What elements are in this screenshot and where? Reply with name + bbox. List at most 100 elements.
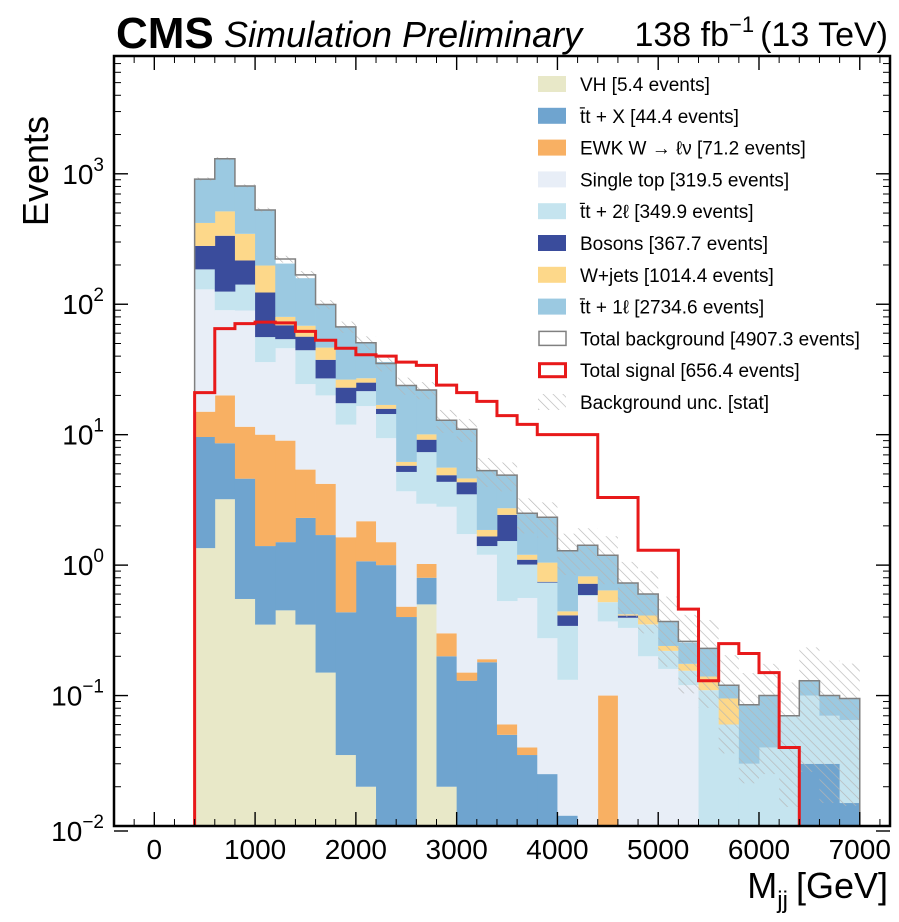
stack-bar-2-bin-7 [335, 537, 357, 613]
stack-bar-1-bin-17 [537, 774, 558, 826]
y-axis-label: Events [15, 116, 56, 226]
stack-bar-4-bin-3 [255, 337, 276, 363]
stack-bar-2-bin-5 [295, 469, 316, 518]
stack-bar-3-bin-10 [396, 491, 417, 607]
stack-bar-6-bin-8 [355, 378, 377, 383]
stack-bar-1-bin-2 [234, 478, 256, 599]
stack-bar-7-bin-7 [335, 326, 357, 380]
unc-band-bin-32 [839, 663, 860, 806]
stack-bar-0-bin-0 [194, 548, 216, 826]
stack-bar-4-bin-10 [396, 471, 417, 492]
stack-bar-1-bin-9 [376, 565, 397, 826]
stack-bar-6-bin-1 [214, 211, 236, 236]
unc-band-bin-13 [456, 418, 477, 442]
stack-bar-1-bin-6 [315, 535, 337, 673]
stack-bar-5-bin-10 [396, 465, 417, 472]
stack-bar-4-bin-17 [537, 582, 558, 639]
stack-bar-4-bin-11 [416, 452, 437, 504]
stack-bar-4-bin-0 [194, 269, 216, 290]
stack-bar-2-bin-8 [355, 521, 377, 562]
legend-label-6: W+jets [1014.4 events] [580, 266, 774, 287]
legend: VH [5.4 events] t̄t + X [44.4 events] EWK … [538, 75, 860, 414]
stack-bar-1-bin-5 [295, 517, 316, 625]
axis-ticks: 0 1000 2000 3000 4000 5000 6000 7000 10−2 10−1 100… [51, 56, 891, 865]
legend-label-10: Background unc. [stat] [580, 393, 769, 414]
stack-bar-5-bin-3 [255, 292, 276, 338]
stack-bar-6-bin-20 [597, 590, 619, 603]
stack-bar-5-bin-4 [275, 325, 296, 340]
stack-bar-3-bin-1 [214, 310, 236, 396]
legend-swatch-0 [538, 76, 566, 92]
unc-band-bin-18 [557, 533, 578, 576]
stack-bar-4-bin-25 [698, 690, 720, 826]
legend-swatch-7 [538, 298, 566, 315]
stack-bar-4-bin-20 [597, 602, 619, 622]
stack-bar-2-bin-1 [214, 395, 236, 444]
stack-bar-2-bin-16 [517, 747, 538, 756]
stack-bar-6-bin-16 [517, 554, 538, 560]
stack-bar-5-bin-1 [214, 235, 236, 292]
stack-bar-4-bin-15 [496, 541, 518, 602]
stack-bar-2-bin-6 [315, 483, 337, 536]
stack-bar-1-bin-11 [416, 577, 437, 605]
stack-bar-2-bin-0 [194, 411, 216, 437]
unc-band-bin-24 [678, 614, 699, 694]
stack-bar-3-bin-4 [275, 348, 296, 441]
stack-bar-3-bin-11 [416, 503, 437, 564]
cms-label: CMS [116, 9, 214, 58]
x-tick-label: 0 [147, 834, 163, 865]
x-tick-label: 1000 [224, 834, 286, 865]
stack-bar-4-bin-1 [214, 291, 236, 311]
stack-bar-3-bin-19 [577, 595, 599, 826]
stack-bar-1-bin-3 [255, 546, 276, 625]
unc-band-bin-29 [779, 682, 800, 807]
stack-bar-7-bin-11 [416, 389, 437, 435]
stack-bar-5-bin-13 [456, 482, 478, 495]
figure-header: CMS Simulation Preliminary 138 fb−1 (13 T… [116, 9, 888, 58]
unc-band-bin-25 [698, 620, 719, 708]
unc-band-bin-14 [476, 458, 497, 487]
stack-bar-0-bin-4 [275, 610, 296, 826]
stack-bar-5-bin-2 [234, 260, 256, 285]
stack-bar-7-bin-3 [255, 209, 276, 266]
unc-band-bin-23 [658, 596, 679, 667]
stack-bar-6-bin-2 [234, 233, 256, 261]
stack-bar-2-bin-13 [456, 672, 478, 681]
stack-bar-2-bin-3 [255, 434, 276, 547]
stack-bar-5-bin-14 [476, 536, 498, 547]
legend-swatch-10 [538, 394, 566, 410]
stack-bar-0-bin-12 [436, 786, 458, 826]
stack-bar-1-bin-32 [839, 803, 861, 826]
stack-bar-6-bin-13 [456, 478, 478, 483]
stack-bar-3-bin-22 [638, 656, 659, 826]
stack-bar-5-bin-19 [577, 583, 599, 596]
legend-swatch-3 [538, 171, 566, 188]
legend-label-8: Total background [4907.3 events] [580, 329, 860, 350]
legend-swatch-6 [538, 266, 566, 283]
y-tick-label: 10−2 [51, 812, 104, 847]
legend-swatch-4 [538, 203, 566, 220]
x-axis-label: Mjj [GeV] [747, 865, 888, 914]
stack-bar-0-bin-1 [214, 499, 236, 826]
stack-bar-0-bin-3 [255, 624, 276, 826]
y-tick-label: 10−1 [51, 677, 104, 712]
unc-band-bin-20 [597, 536, 618, 585]
unc-band-bin-21 [617, 561, 639, 617]
stack-bar-2-bin-9 [376, 542, 397, 566]
stack-bar-4-bin-12 [436, 481, 458, 507]
stack-bar-6-bin-15 [496, 508, 518, 515]
legend-label-5: Bosons [367.7 events] [580, 234, 768, 255]
stack-bar-3-bin-21 [617, 627, 639, 826]
stack-bar-5-bin-18 [557, 615, 578, 626]
stack-bar-1-bin-30 [799, 763, 820, 826]
stack-bar-5-bin-7 [335, 387, 357, 404]
stack-bar-5-bin-9 [376, 408, 397, 415]
stack-bar-2-bin-10 [396, 606, 417, 618]
stack-bar-3-bin-23 [658, 668, 679, 826]
legend-label-9: Total signal [656.4 events] [580, 361, 800, 382]
stack-bar-7-bin-9 [376, 361, 397, 405]
stack-bar-3-bin-6 [315, 395, 337, 484]
stack-bar-5-bin-0 [194, 245, 216, 270]
stack-bar-3-bin-17 [537, 638, 558, 775]
